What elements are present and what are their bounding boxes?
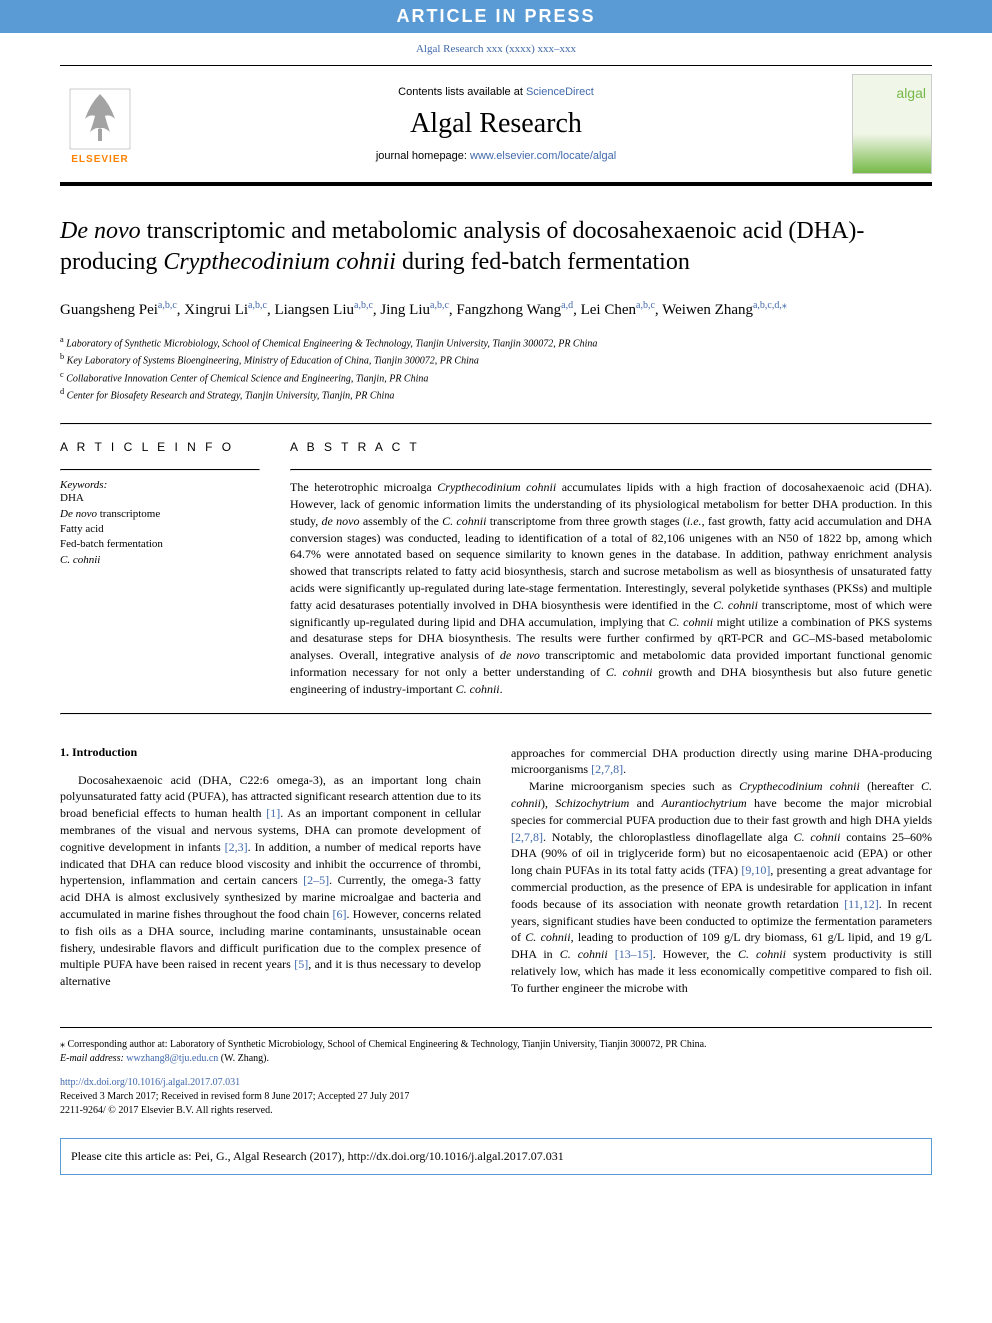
- intro-para-1: Docosahexaenoic acid (DHA, C22:6 omega-3…: [60, 772, 481, 990]
- article-in-press-banner: ARTICLE IN PRESS: [0, 0, 992, 33]
- corresponding-note: ⁎ Corresponding author at: Laboratory of…: [60, 1038, 932, 1052]
- journal-cover-thumbnail[interactable]: algal: [852, 74, 932, 174]
- body-column-left: 1. Introduction Docosahexaenoic acid (DH…: [60, 745, 481, 997]
- author-5-affil[interactable]: a,d: [561, 300, 573, 311]
- contents-text: Contents lists available at: [398, 86, 526, 98]
- author-5: , Fangzhong Wang: [449, 302, 561, 318]
- corresponding-email[interactable]: wwzhang8@tju.edu.cn: [126, 1053, 218, 1064]
- publisher-header-box: ELSEVIER Contents lists available at Sci…: [60, 65, 932, 186]
- elsevier-logo[interactable]: ELSEVIER: [60, 79, 140, 169]
- body-column-right: approaches for commercial DHA production…: [511, 745, 932, 997]
- author-6-affil[interactable]: a,b,c: [636, 300, 655, 311]
- ref-1[interactable]: [1]: [266, 806, 280, 820]
- intro-para-2: approaches for commercial DHA production…: [511, 745, 932, 779]
- journal-name: Algal Research: [140, 108, 852, 140]
- info-abstract-row: A R T I C L E I N F O Keywords: DHA De n…: [60, 440, 932, 697]
- keyword-4: Fed-batch fermentation: [60, 537, 260, 552]
- ref-2-7-8b[interactable]: [2,7,8]: [511, 830, 543, 844]
- homepage-link[interactable]: www.elsevier.com/locate/algal: [470, 150, 616, 162]
- divider-bottom: [60, 713, 932, 715]
- title-suffix: during fed-batch fermentation: [396, 249, 690, 275]
- please-cite-box: Please cite this article as: Pei, G., Al…: [60, 1138, 932, 1175]
- ref-9-10[interactable]: [9,10]: [741, 863, 770, 877]
- elsevier-tree-icon: [65, 84, 135, 154]
- doi-section: http://dx.doi.org/10.1016/j.algal.2017.0…: [60, 1076, 932, 1118]
- ref-2-7-8[interactable]: [2,7,8]: [591, 762, 623, 776]
- cite-text: Please cite this article as: Pei, G., Al…: [71, 1149, 564, 1163]
- journal-center-block: Contents lists available at ScienceDirec…: [140, 86, 852, 162]
- keyword-3: Fatty acid: [60, 522, 260, 537]
- banner-text: ARTICLE IN PRESS: [396, 6, 595, 26]
- homepage-text: journal homepage:: [376, 150, 470, 162]
- author-4-affil[interactable]: a,b,c: [430, 300, 449, 311]
- affiliation-d: d Center for Biosafety Research and Stra…: [60, 386, 932, 403]
- ref-2-5[interactable]: [2–5]: [303, 873, 329, 887]
- doi-link[interactable]: http://dx.doi.org/10.1016/j.algal.2017.0…: [60, 1077, 240, 1088]
- abstract-divider: [290, 469, 932, 471]
- authors-list: Guangsheng Peia,b,c, Xingrui Lia,b,c, Li…: [60, 298, 932, 322]
- sciencedirect-link[interactable]: ScienceDirect: [526, 86, 594, 98]
- affiliations-block: a Laboratory of Synthetic Microbiology, …: [60, 334, 932, 403]
- author-4: , Jing Liu: [373, 302, 430, 318]
- abstract-heading: A B S T R A C T: [290, 440, 932, 454]
- ref-2-3[interactable]: [2,3]: [225, 840, 248, 854]
- affiliation-c: c Collaborative Innovation Center of Che…: [60, 369, 932, 386]
- author-1-affil[interactable]: a,b,c: [158, 300, 177, 311]
- keywords-label: Keywords:: [60, 479, 260, 491]
- author-2-affil[interactable]: a,b,c: [248, 300, 267, 311]
- article-info-heading: A R T I C L E I N F O: [60, 440, 260, 454]
- article-info-column: A R T I C L E I N F O Keywords: DHA De n…: [60, 440, 260, 697]
- author-6: , Lei Chen: [573, 302, 636, 318]
- author-7-affil[interactable]: a,b,c,d,: [753, 300, 782, 311]
- ref-6[interactable]: [6]: [332, 907, 346, 921]
- ref-13-15[interactable]: [13–15]: [615, 947, 653, 961]
- email-suffix: (W. Zhang).: [218, 1053, 269, 1064]
- keyword-2: De novo transcriptome: [60, 507, 260, 522]
- keyword-1: DHA: [60, 491, 260, 506]
- footer-section: ⁎ Corresponding author at: Laboratory of…: [60, 1027, 932, 1118]
- email-label: E-mail address:: [60, 1053, 126, 1064]
- copyright-line: 2211-9264/ © 2017 Elsevier B.V. All righ…: [60, 1104, 932, 1118]
- affiliation-a: a Laboratory of Synthetic Microbiology, …: [60, 334, 932, 351]
- citation-text: Algal Research xxx (xxxx) xxx–xxx: [416, 43, 576, 55]
- title-denovo: De novo: [60, 218, 141, 244]
- corresponding-mark[interactable]: ⁎: [782, 300, 787, 311]
- keyword-5: C. cohnii: [60, 553, 260, 568]
- homepage-line: journal homepage: www.elsevier.com/locat…: [140, 150, 852, 162]
- abstract-text: The heterotrophic microalga Crypthecodin…: [290, 479, 932, 697]
- intro-para-3: Marine microorganism species such as Cry…: [511, 778, 932, 996]
- title-species: Crypthecodinium cohnii: [163, 249, 396, 275]
- author-3: , Liangsen Liu: [267, 302, 354, 318]
- body-two-columns: 1. Introduction Docosahexaenoic acid (DH…: [60, 745, 932, 997]
- received-line: Received 3 March 2017; Received in revis…: [60, 1090, 932, 1104]
- divider-top: [60, 423, 932, 425]
- cover-label: algal: [896, 85, 926, 101]
- ref-11-12[interactable]: [11,12]: [844, 897, 879, 911]
- ref-5[interactable]: [5]: [294, 957, 308, 971]
- author-3-affil[interactable]: a,b,c: [354, 300, 373, 311]
- keywords-list: DHA De novo transcriptome Fatty acid Fed…: [60, 491, 260, 568]
- abstract-column: A B S T R A C T The heterotrophic microa…: [290, 440, 932, 697]
- email-line: E-mail address: wwzhang8@tju.edu.cn (W. …: [60, 1052, 932, 1066]
- citation-header: Algal Research xxx (xxxx) xxx–xxx: [0, 33, 992, 65]
- info-divider: [60, 469, 260, 471]
- article-title: De novo transcriptomic and metabolomic a…: [60, 216, 932, 278]
- author-1: Guangsheng Pei: [60, 302, 158, 318]
- author-2: , Xingrui Li: [177, 302, 248, 318]
- main-content: De novo transcriptomic and metabolomic a…: [0, 186, 992, 997]
- affiliation-b: b Key Laboratory of Systems Bioengineeri…: [60, 351, 932, 368]
- author-7: , Weiwen Zhang: [655, 302, 753, 318]
- elsevier-label: ELSEVIER: [71, 154, 128, 165]
- contents-list-line: Contents lists available at ScienceDirec…: [140, 86, 852, 98]
- introduction-heading: 1. Introduction: [60, 745, 481, 760]
